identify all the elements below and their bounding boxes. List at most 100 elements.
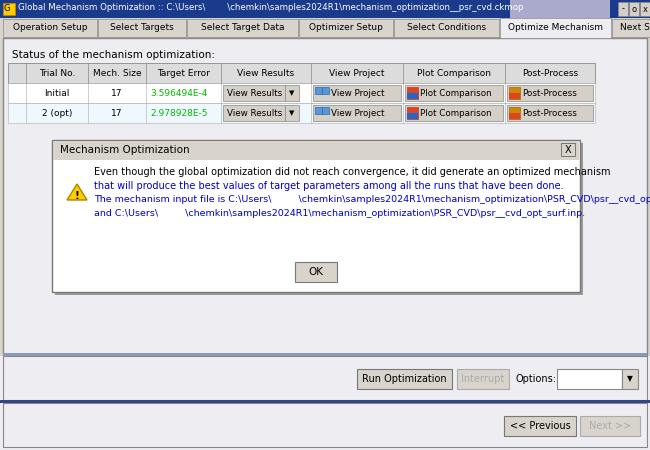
- Text: that will produce the best values of target parameters among all the runs that h: that will produce the best values of tar…: [94, 181, 564, 191]
- Bar: [3, 19, 97, 37]
- Bar: [407, 107, 418, 119]
- Bar: [3, 403, 647, 447]
- Bar: [315, 87, 322, 94]
- Text: 17: 17: [111, 89, 123, 98]
- Bar: [405, 105, 503, 121]
- Text: Options:: Options:: [515, 374, 556, 384]
- Text: Mechanism Optimization: Mechanism Optimization: [60, 145, 190, 155]
- Bar: [187, 19, 298, 37]
- Bar: [580, 416, 640, 436]
- Bar: [640, 2, 650, 16]
- Text: and C:\Users\         \chemkin\samples2024R1\mechanism_optimization\PSR_CVD\psr_: and C:\Users\ \chemkin\samples2024R1\mec…: [94, 209, 585, 218]
- Bar: [0, 400, 650, 403]
- Text: 3.596494E-4: 3.596494E-4: [150, 89, 207, 98]
- Bar: [0, 356, 650, 400]
- Text: Operation Setup: Operation Setup: [13, 23, 87, 32]
- Bar: [509, 113, 520, 119]
- Bar: [507, 85, 593, 101]
- Bar: [315, 107, 322, 114]
- Bar: [509, 87, 520, 99]
- Text: G: G: [4, 4, 10, 13]
- Bar: [299, 19, 393, 37]
- Bar: [53, 141, 579, 160]
- Text: Select Targets: Select Targets: [111, 23, 174, 32]
- Text: View Results: View Results: [227, 89, 282, 98]
- Bar: [405, 85, 503, 101]
- Bar: [557, 369, 622, 389]
- Bar: [394, 19, 499, 37]
- Text: Target Error: Target Error: [157, 68, 210, 77]
- Bar: [504, 416, 576, 436]
- Text: Next >>: Next >>: [589, 421, 631, 431]
- Bar: [561, 143, 575, 156]
- Bar: [55, 143, 583, 295]
- Bar: [285, 105, 299, 121]
- Text: 2 (opt): 2 (opt): [42, 108, 72, 117]
- Text: View Results: View Results: [237, 68, 294, 77]
- Text: Post-Process: Post-Process: [522, 108, 577, 117]
- Bar: [509, 93, 520, 99]
- Text: Even though the global optimization did not reach convergence, it did generate a: Even though the global optimization did …: [94, 167, 610, 177]
- Text: Post-Process: Post-Process: [522, 89, 577, 98]
- Bar: [322, 87, 329, 94]
- Text: View Project: View Project: [331, 108, 385, 117]
- Bar: [223, 85, 285, 101]
- Bar: [629, 2, 639, 16]
- Text: Global Mechanism Optimization :: C:\Users\        \chemkin\samples2024R1\mechani: Global Mechanism Optimization :: C:\User…: [18, 3, 523, 12]
- Bar: [3, 38, 647, 356]
- Bar: [618, 2, 628, 16]
- Bar: [52, 140, 580, 292]
- Bar: [295, 262, 337, 282]
- Text: Status of the mechanism optimization:: Status of the mechanism optimization:: [12, 50, 215, 60]
- Bar: [510, 0, 610, 18]
- Text: Select Conditions: Select Conditions: [408, 23, 486, 32]
- Text: View Project: View Project: [331, 89, 385, 98]
- Text: Plot Comparison: Plot Comparison: [420, 89, 491, 98]
- Bar: [8, 103, 595, 123]
- Text: View Project: View Project: [330, 68, 385, 77]
- Text: ▼: ▼: [289, 90, 294, 96]
- Bar: [509, 107, 520, 119]
- Text: Optimize Mechanism: Optimize Mechanism: [508, 23, 603, 32]
- Bar: [0, 0, 650, 18]
- Bar: [507, 105, 593, 121]
- Text: Plot Comparison: Plot Comparison: [420, 108, 491, 117]
- Text: Mech. Size: Mech. Size: [93, 68, 141, 77]
- Text: Run Optimization: Run Optimization: [362, 374, 447, 384]
- Text: ▼: ▼: [289, 110, 294, 116]
- Text: ▼: ▼: [627, 374, 633, 383]
- Text: Post-Process: Post-Process: [522, 68, 578, 77]
- Bar: [407, 113, 418, 119]
- Bar: [0, 18, 650, 38]
- Bar: [407, 87, 418, 99]
- Bar: [313, 105, 401, 121]
- Bar: [612, 19, 650, 37]
- Text: 2.978928E-5: 2.978928E-5: [150, 108, 207, 117]
- Bar: [3, 353, 647, 356]
- Bar: [500, 18, 611, 38]
- Bar: [98, 19, 187, 37]
- Text: x: x: [642, 4, 647, 13]
- Bar: [322, 107, 329, 114]
- Text: Optimizer Setup: Optimizer Setup: [309, 23, 383, 32]
- Bar: [3, 3, 15, 15]
- Text: X: X: [565, 145, 571, 155]
- Text: o: o: [631, 4, 636, 13]
- Bar: [622, 369, 638, 389]
- Text: Trial No.: Trial No.: [39, 68, 75, 77]
- Bar: [407, 93, 418, 99]
- Bar: [457, 369, 509, 389]
- Polygon shape: [67, 184, 87, 200]
- Text: The mechanism input file is C:\Users\         \chemkin\samples2024R1\mechanism_o: The mechanism input file is C:\Users\ \c…: [94, 195, 650, 204]
- Text: OK: OK: [309, 267, 324, 277]
- Bar: [3, 356, 647, 400]
- Bar: [285, 85, 299, 101]
- Bar: [357, 369, 452, 389]
- Text: Initial: Initial: [44, 89, 70, 98]
- Bar: [8, 63, 595, 83]
- Text: << Previous: << Previous: [510, 421, 571, 431]
- Text: 17: 17: [111, 108, 123, 117]
- Text: !: !: [75, 191, 79, 201]
- Text: View Results: View Results: [227, 108, 282, 117]
- Text: -: -: [621, 4, 625, 13]
